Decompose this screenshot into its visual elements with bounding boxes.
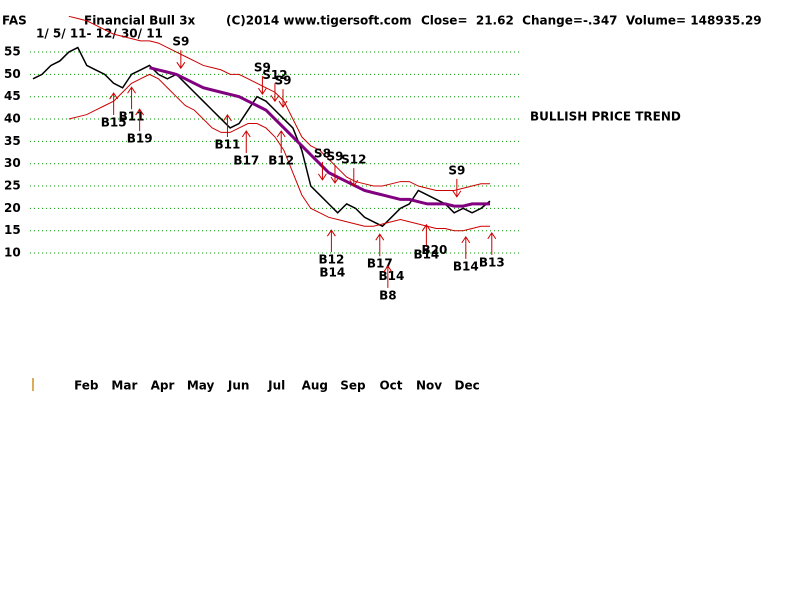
y-tick-label: 20 [4, 201, 21, 215]
buy-arrow [276, 130, 286, 154]
buy-arrow [383, 265, 393, 288]
buy-arrow [421, 223, 431, 247]
y-tick-label: 35 [4, 134, 21, 148]
sell-arrow [270, 83, 280, 103]
signal-label: B11 [215, 137, 241, 151]
y-tick-label: 30 [4, 156, 21, 170]
buy-arrow [135, 108, 145, 132]
x-tick-label: Sep [340, 379, 366, 393]
quote: Close= 21.62 Change=-.347 Volume= 148935… [421, 14, 762, 28]
signal-label: S9 [275, 74, 292, 88]
symbol: FAS [2, 14, 27, 28]
buy-arrow [461, 235, 471, 259]
x-tick-label: Oct [379, 379, 402, 393]
x-tick-label: Feb [74, 379, 99, 393]
buy-arrow [127, 86, 136, 110]
x-tick-label: Apr [151, 379, 175, 393]
y-tick-label: 15 [4, 223, 21, 237]
signal-label: S12 [262, 68, 287, 82]
x-tick-label: Jun [227, 379, 250, 393]
annotation: BULLISH PRICE TREND [530, 110, 681, 124]
copyright: (C)2014 www.tigersoft.com [226, 14, 412, 28]
signal-label: S9 [172, 35, 189, 49]
signal-label: S12 [341, 153, 366, 167]
sell-arrow [452, 178, 462, 198]
signal-label: B14 [413, 247, 439, 261]
buy-arrow [109, 92, 119, 116]
x-tick-label: Nov [416, 379, 442, 393]
buy-arrow [487, 231, 497, 255]
sell-arrow [176, 50, 186, 70]
sell-arrow [278, 89, 288, 108]
signal-label: B13 [479, 255, 505, 269]
series-line [149, 66, 490, 208]
x-tick-label: Dec [455, 379, 480, 393]
signal-label: B14 [319, 266, 345, 280]
buy-arrow [223, 114, 232, 137]
sell-arrow [349, 168, 359, 188]
buy-arrow [241, 130, 251, 154]
signal-label: S9 [448, 163, 465, 177]
signal-label: B12 [318, 253, 344, 267]
x-tick-label: Jul [267, 379, 285, 393]
signal-label: B15 [101, 116, 127, 130]
x-tick-label: Aug [302, 379, 328, 393]
y-tick-label: 40 [4, 112, 21, 126]
y-tick-label: 10 [4, 246, 21, 260]
buy-arrow [326, 229, 336, 253]
signal-label: B12 [268, 154, 294, 168]
signal-label: B11 [119, 110, 145, 124]
series-line [68, 73, 490, 232]
sell-arrow [318, 161, 327, 181]
x-tick-label: May [187, 379, 215, 393]
y-tick-label: 45 [4, 89, 21, 103]
signal-label: B17 [233, 154, 259, 168]
signal-label: B20 [422, 243, 448, 257]
y-tick-label: 55 [4, 45, 21, 59]
signal-label: S9 [326, 150, 343, 164]
chart-title: Financial Bull 3x [84, 14, 196, 28]
series-line [32, 46, 491, 228]
sell-arrow [257, 76, 267, 96]
sell-arrow [330, 165, 340, 184]
signal-label: B8 [379, 288, 397, 302]
signal-label: B17 [367, 257, 393, 271]
x-tick-label: Mar [111, 379, 137, 393]
date-range: 1/ 5/ 11- 12/ 30/ 11 [36, 27, 163, 41]
signal-label: B19 [127, 132, 153, 146]
buy-arrow [375, 233, 385, 257]
series-line [68, 15, 490, 191]
signal-label: B14 [379, 269, 405, 283]
y-tick-label: 25 [4, 179, 21, 193]
signal-label: B14 [453, 259, 479, 273]
signal-label: S8 [314, 146, 331, 160]
signal-label: S9 [254, 61, 271, 75]
y-tick-label: 50 [4, 67, 21, 81]
